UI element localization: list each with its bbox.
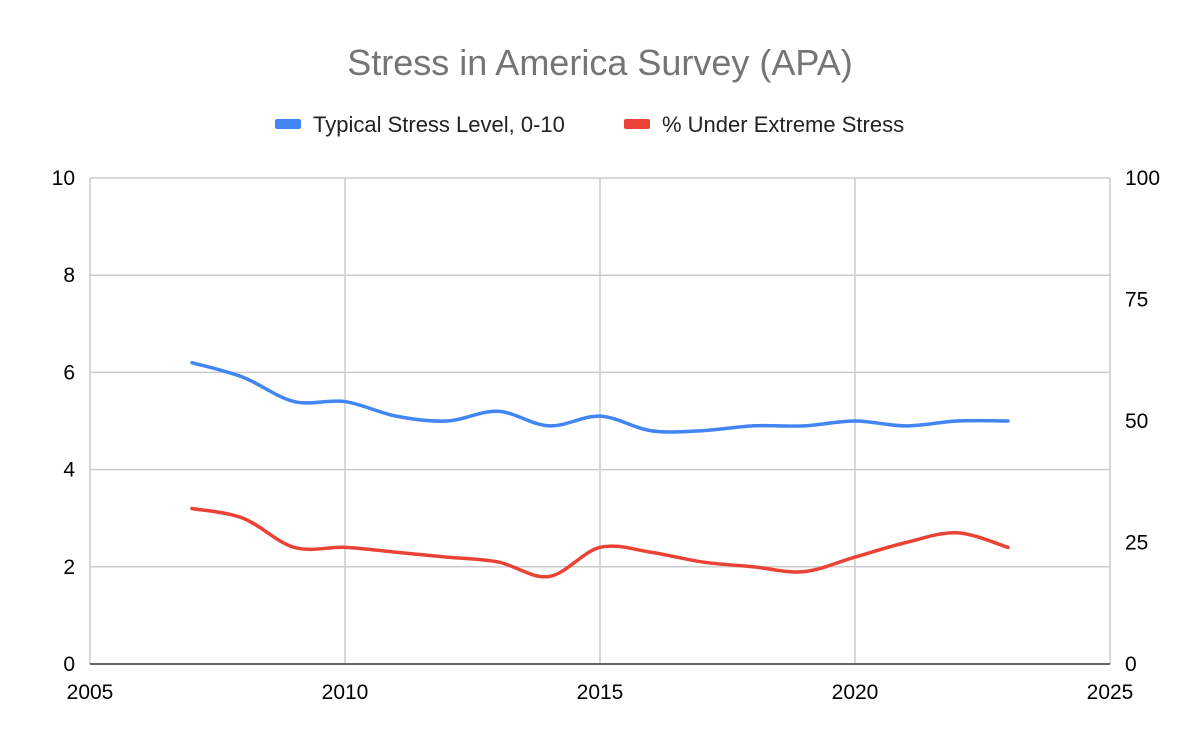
y-right-tick-label: 25: [1125, 532, 1148, 555]
legend-label-extreme-stress: % Under Extreme Stress: [662, 112, 904, 137]
gridlines: [89, 177, 1111, 664]
y-left-tick-label: 10: [52, 167, 75, 190]
x-tick-label: 2010: [322, 681, 369, 704]
y-right-tick-label: 75: [1125, 289, 1148, 312]
legend-label-typical-stress: Typical Stress Level, 0-10: [313, 112, 565, 137]
y-right-tick-label: 100: [1125, 167, 1160, 190]
y-left-tick-label: 4: [63, 459, 75, 482]
legend-swatch-typical-stress: [275, 119, 301, 129]
x-tick-label: 2005: [67, 681, 114, 704]
y-right-tick-label: 50: [1125, 410, 1148, 433]
y-left-tick-label: 8: [63, 264, 75, 287]
legend: Typical Stress Level, 0-10 % Under Extre…: [275, 112, 904, 137]
legend-swatch-extreme-stress: [624, 119, 650, 129]
series-line-extreme-stress: [190, 506, 1010, 579]
series-line-typical-stress: [190, 360, 1010, 434]
x-tick-label: 2025: [1087, 681, 1134, 704]
x-tick-label: 2015: [577, 681, 624, 704]
series-lines: [190, 360, 1010, 579]
y-left-tick-label: 6: [63, 361, 75, 384]
x-tick-label: 2020: [832, 681, 879, 704]
tick-labels: 0 2 4 6 8 10 2005 2010 2015 2020 2025 0 25 50 75 100: [52, 167, 1160, 704]
y-left-tick-label: 0: [63, 653, 75, 676]
chart-title: Stress in America Survey (APA): [347, 42, 852, 83]
y-left-tick-label: 2: [63, 556, 75, 579]
y-right-tick-label: 0: [1125, 653, 1137, 676]
